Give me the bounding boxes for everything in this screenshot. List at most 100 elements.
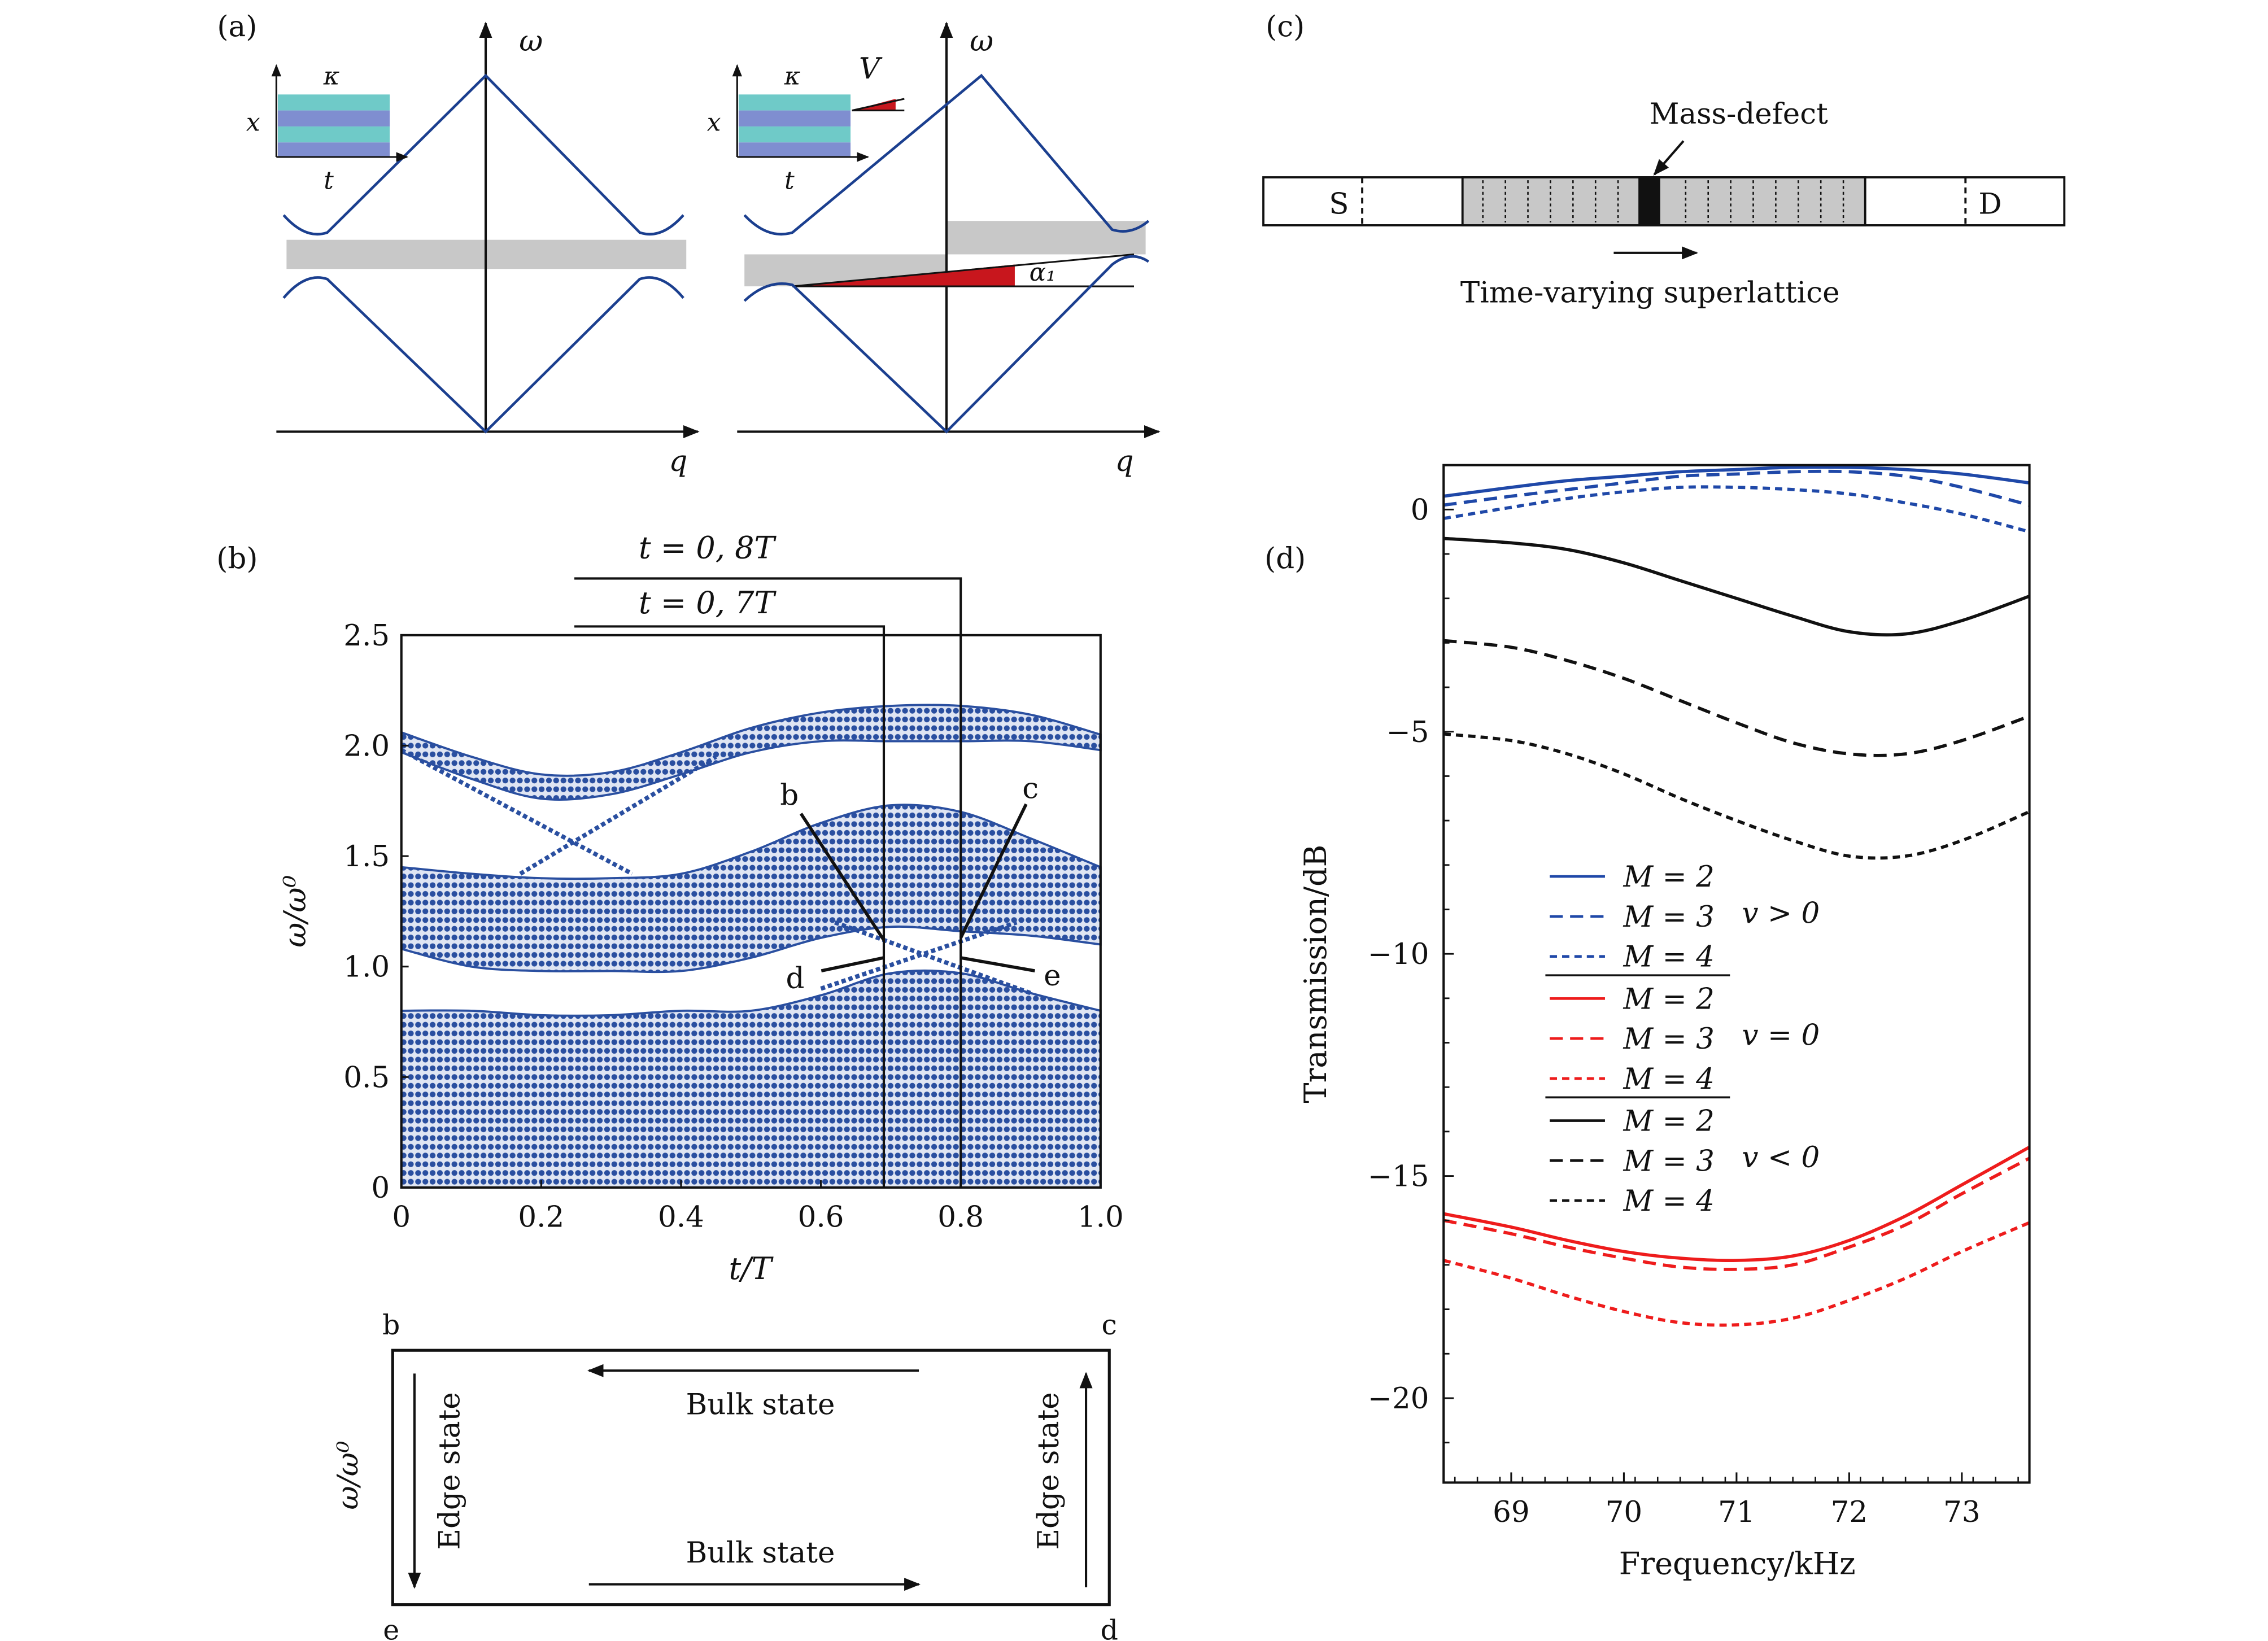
- upper-band-curve: [282, 73, 684, 236]
- y-tick-label: 2.5: [343, 619, 390, 653]
- point-label-d: d: [786, 962, 805, 996]
- series-line: [1443, 1221, 2030, 1327]
- point-leader-c: [959, 803, 1028, 939]
- legend-group-label: v < 0: [1742, 1141, 1820, 1175]
- band-gap-right: [946, 221, 1146, 255]
- y-tick-label: −20: [1368, 1382, 1429, 1416]
- legend-label: M = 3: [1623, 900, 1715, 934]
- bulk-state-label: Bulk state: [686, 1387, 835, 1421]
- edge-state-label: Edge state: [1032, 1392, 1066, 1550]
- x-label: x: [707, 108, 721, 137]
- point-leader-d: [821, 956, 884, 972]
- series-line: [1443, 465, 2030, 498]
- legend-label: M = 4: [1623, 1062, 1715, 1096]
- y-tick-label: 2.0: [343, 729, 390, 763]
- time-marker-label: t = 0, 8T: [639, 530, 777, 565]
- x-tick-label: 0: [392, 1200, 411, 1234]
- x-tick-label: 73: [1943, 1495, 1981, 1529]
- schematic-frame: [391, 1348, 1111, 1607]
- legend-label: M = 4: [1623, 1184, 1715, 1218]
- omega-label: ω: [970, 24, 993, 58]
- legend-group-label: v = 0: [1742, 1019, 1820, 1053]
- mass-defect-arrow: [1653, 140, 1685, 176]
- lower-band-curve: [282, 276, 684, 434]
- transmission-plot: 69 70 71 72 73 0 −5 −10 −15 −20: [1368, 464, 2030, 1529]
- x-tick-label: 0.6: [798, 1200, 844, 1234]
- corner-c: c: [1102, 1309, 1117, 1341]
- y-axis-label: Transmission/dB: [1298, 845, 1333, 1103]
- panel-label-d: (d): [1264, 542, 1306, 575]
- bulk-state-label: Bulk state: [686, 1536, 835, 1570]
- edge-state-branch: [400, 748, 634, 876]
- kappa-label: κ: [323, 62, 340, 90]
- y-tick-label: −5: [1386, 715, 1429, 749]
- x-axis-label: t/T: [729, 1251, 774, 1286]
- x-tick-label: 72: [1831, 1495, 1868, 1529]
- y-axis-label: ω/ω⁰: [332, 1441, 365, 1510]
- x-tick-label: 0.4: [658, 1200, 704, 1234]
- omega-label: ω: [519, 24, 543, 58]
- y-tick-label: −10: [1368, 937, 1429, 971]
- y-tick-label: 1.5: [343, 840, 390, 874]
- x-tick-label: 69: [1493, 1495, 1530, 1529]
- velocity-label: V: [859, 52, 883, 86]
- corner-b: b: [382, 1309, 400, 1341]
- series-line: [1443, 485, 2030, 534]
- edge-state-branch: [519, 754, 717, 876]
- legend-label: M = 2: [1623, 982, 1715, 1016]
- t-label: t: [784, 167, 795, 195]
- point-label-b: b: [780, 778, 799, 812]
- legend-label: M = 3: [1623, 1022, 1715, 1056]
- series-line: [1443, 536, 2030, 637]
- edge-bulk-schematic: b c e d Bulk state Bulk state Edge state…: [332, 1309, 1118, 1641]
- panel-label-b: (b): [216, 542, 258, 575]
- kappa-label: κ: [784, 62, 801, 90]
- band-3-states: [400, 704, 1102, 801]
- panel-b: (b) 0 0.2 0.4 0.6 0.8 1.0 0 0.5 1.0 1.5 2.0 2.5 t =…: [216, 530, 1123, 1286]
- alpha-label: α₁: [1030, 258, 1056, 287]
- x-tick-label: 0.8: [937, 1200, 984, 1234]
- panel-a: (a) ω q κ x t: [217, 10, 1161, 478]
- x-tick-label: 0.2: [518, 1200, 564, 1234]
- panel-c: (c) S D Mass-defect Time-varying superla…: [1262, 10, 2066, 309]
- panel-label-a: (a): [217, 10, 257, 43]
- inset-stripes: κ x t V: [707, 52, 905, 195]
- point-leader-e: [960, 956, 1035, 972]
- y-tick-label: 0: [1411, 493, 1429, 527]
- panel-label-c: (c): [1266, 10, 1305, 43]
- corner-e: e: [383, 1614, 399, 1641]
- mass-defect-label: Mass-defect: [1650, 97, 1828, 131]
- series-line: [1443, 732, 2030, 860]
- plot-frame: [1442, 464, 2031, 1484]
- drain-label: D: [1978, 187, 2001, 221]
- x-tick-label: 70: [1606, 1495, 1643, 1529]
- x-axis-label: Frequency/kHz: [1619, 1546, 1856, 1582]
- legend-group-label: v > 0: [1742, 896, 1820, 930]
- t-label: t: [324, 167, 334, 195]
- y-tick-label: −15: [1368, 1160, 1429, 1194]
- x-label: x: [246, 108, 260, 137]
- edge-state-label: Edge state: [433, 1392, 467, 1550]
- edge-state-branch: [834, 920, 1032, 996]
- point-label-e: e: [1044, 959, 1061, 993]
- series-line: [1443, 639, 2030, 757]
- point-label-c: c: [1022, 772, 1039, 806]
- q-label: q: [669, 444, 687, 478]
- corner-d: d: [1101, 1614, 1118, 1641]
- plot-frame: [400, 634, 1102, 1189]
- dispersion-diagram-moving: α₁ ω q κ x t V: [707, 21, 1161, 478]
- inset-stripes: κ x t: [246, 62, 409, 195]
- time-marker-label: t = 0, 7T: [639, 585, 777, 621]
- q-label: q: [1115, 444, 1134, 478]
- source-label: S: [1329, 187, 1349, 221]
- y-tick-label: 0.5: [343, 1060, 390, 1094]
- band-plot: 0 0.2 0.4 0.6 0.8 1.0 0 0.5 1.0 1.5 2.0 2.5: [343, 619, 1123, 1234]
- panel-d: (d) 69 70 71 72 73 0 −5 −10 −15 −20 Frequency/kHz…: [1264, 464, 2031, 1582]
- legend-label: M = 4: [1623, 940, 1715, 974]
- legend: M = 2 M = 3 M = 4 v > 0 M = 2 M = 3 M = 4 v = 0…: [1545, 860, 1820, 1218]
- x-tick-label: 71: [1718, 1495, 1755, 1529]
- band-1-states: [400, 969, 1102, 1189]
- band-2-states: [400, 804, 1102, 974]
- time-marker-line: [574, 625, 886, 1188]
